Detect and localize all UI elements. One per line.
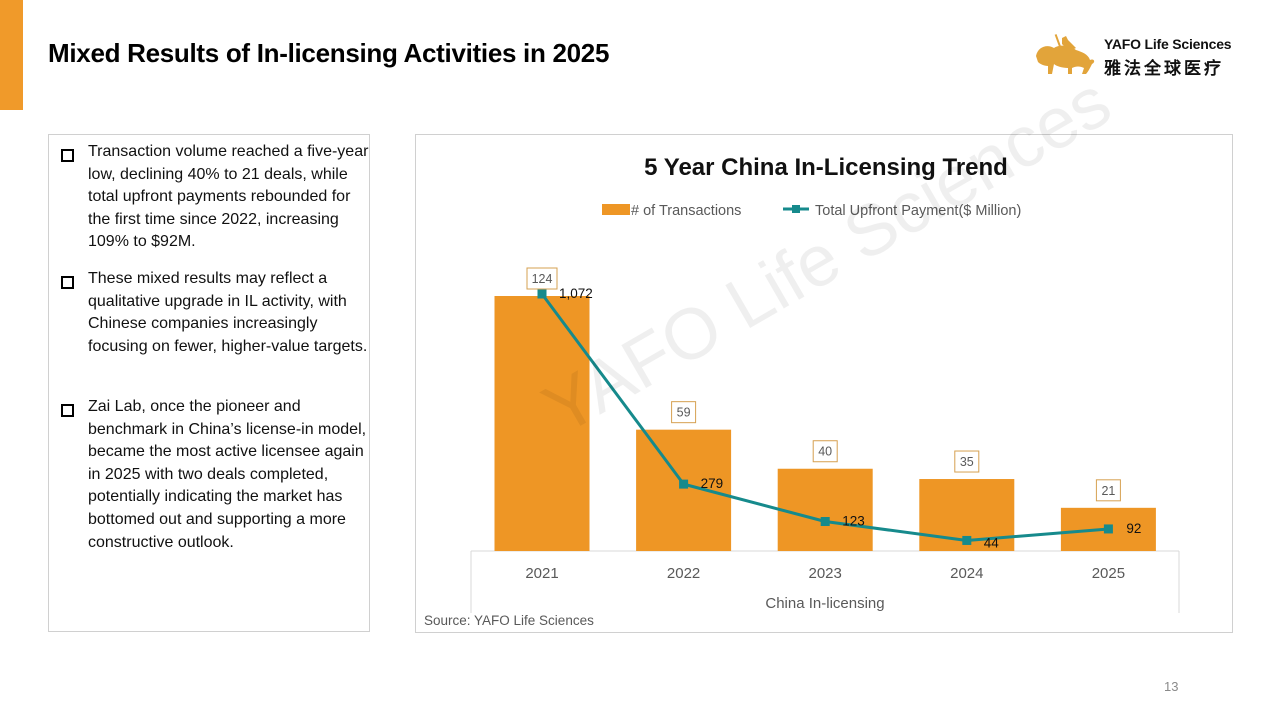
line-label-2021: 1,072 (559, 286, 593, 301)
tick-label-2023: 2023 (809, 565, 842, 582)
bar-label-box-2023 (812, 440, 838, 463)
chart-panel: 5 Year China In-Licensing Trend # of Tra… (415, 134, 1233, 633)
tick-label-2021: 2021 (525, 565, 558, 582)
chart-legend: # of Transactions Total Upfront Payment(… (602, 203, 1021, 219)
bars-layer (494, 296, 1156, 551)
combo-chart: 5 Year China In-Licensing Trend # of Tra… (424, 154, 1180, 628)
tick-label-2024: 2024 (950, 565, 983, 582)
bar-label-box-2021 (526, 267, 558, 290)
bar-label-2025: 21 (1101, 484, 1115, 498)
bar-label-box-2025 (1095, 479, 1121, 502)
bar-label-2021: 124 (532, 272, 553, 286)
line-marker-2025 (1103, 524, 1113, 534)
line-marker-2024 (962, 535, 972, 545)
tick-label-2025: 2025 (1092, 565, 1125, 582)
legend-swatch-transactions (602, 204, 630, 215)
chart-title: 5 Year China In-Licensing Trend (644, 154, 1008, 181)
line-marker-2023 (820, 517, 830, 527)
line-label-2024: 44 (984, 535, 1000, 550)
square-bullet-icon (61, 404, 74, 417)
bar-label-2024: 35 (960, 455, 974, 469)
line-label-2023: 123 (842, 514, 865, 529)
bar-label-2023: 40 (818, 445, 832, 459)
logo-name-cn: 雅法全球医疗 (1104, 59, 1224, 79)
bar-label-box-2022 (671, 401, 697, 424)
page-number: 13 (1164, 679, 1179, 694)
bullet-text: Zai Lab, once the pioneer and benchmark … (88, 398, 367, 551)
company-logo: YAFO Life Sciences 雅法全球医疗 (1020, 28, 1260, 86)
bar-2023 (777, 468, 873, 551)
legend-label-transactions: # of Transactions (631, 203, 741, 219)
lion-rider-icon (1036, 34, 1095, 74)
line-label-2025: 92 (1126, 521, 1141, 536)
line-label-2022: 279 (701, 476, 724, 491)
labels-layer: 124 59 40 35 21 (526, 267, 1121, 502)
page-title: Mixed Results of In-licensing Activities… (48, 38, 610, 68)
legend-marker-upfront (792, 205, 800, 213)
summary-panel: Transaction volume reached a five-year l… (48, 134, 370, 632)
line-marker-2021 (537, 289, 547, 299)
accent-bar (0, 0, 23, 110)
bar-2022 (636, 429, 732, 551)
bar-label-2022: 59 (677, 406, 691, 420)
tick-labels: 2021 2022 2023 2024 2025 (525, 565, 1125, 582)
bullet-text: These mixed results may reflect a qualit… (88, 270, 368, 355)
square-bullet-icon (61, 149, 74, 162)
line-layer: 1,072 279 123 44 92 (537, 286, 1141, 550)
logo-name-en: YAFO Life Sciences (1104, 36, 1232, 52)
legend-label-upfront: Total Upfront Payment($ Million) (815, 203, 1021, 219)
tick-label-2022: 2022 (667, 565, 700, 582)
bar-2021 (494, 296, 590, 551)
line-marker-2022 (679, 479, 689, 489)
bar-label-box-2024 (954, 450, 980, 473)
source-note: Source: YAFO Life Sciences (424, 613, 594, 628)
x-axis-title: China In-licensing (765, 595, 884, 612)
bullet-text: Transaction volume reached a five-year l… (88, 143, 369, 251)
square-bullet-icon (61, 276, 74, 289)
